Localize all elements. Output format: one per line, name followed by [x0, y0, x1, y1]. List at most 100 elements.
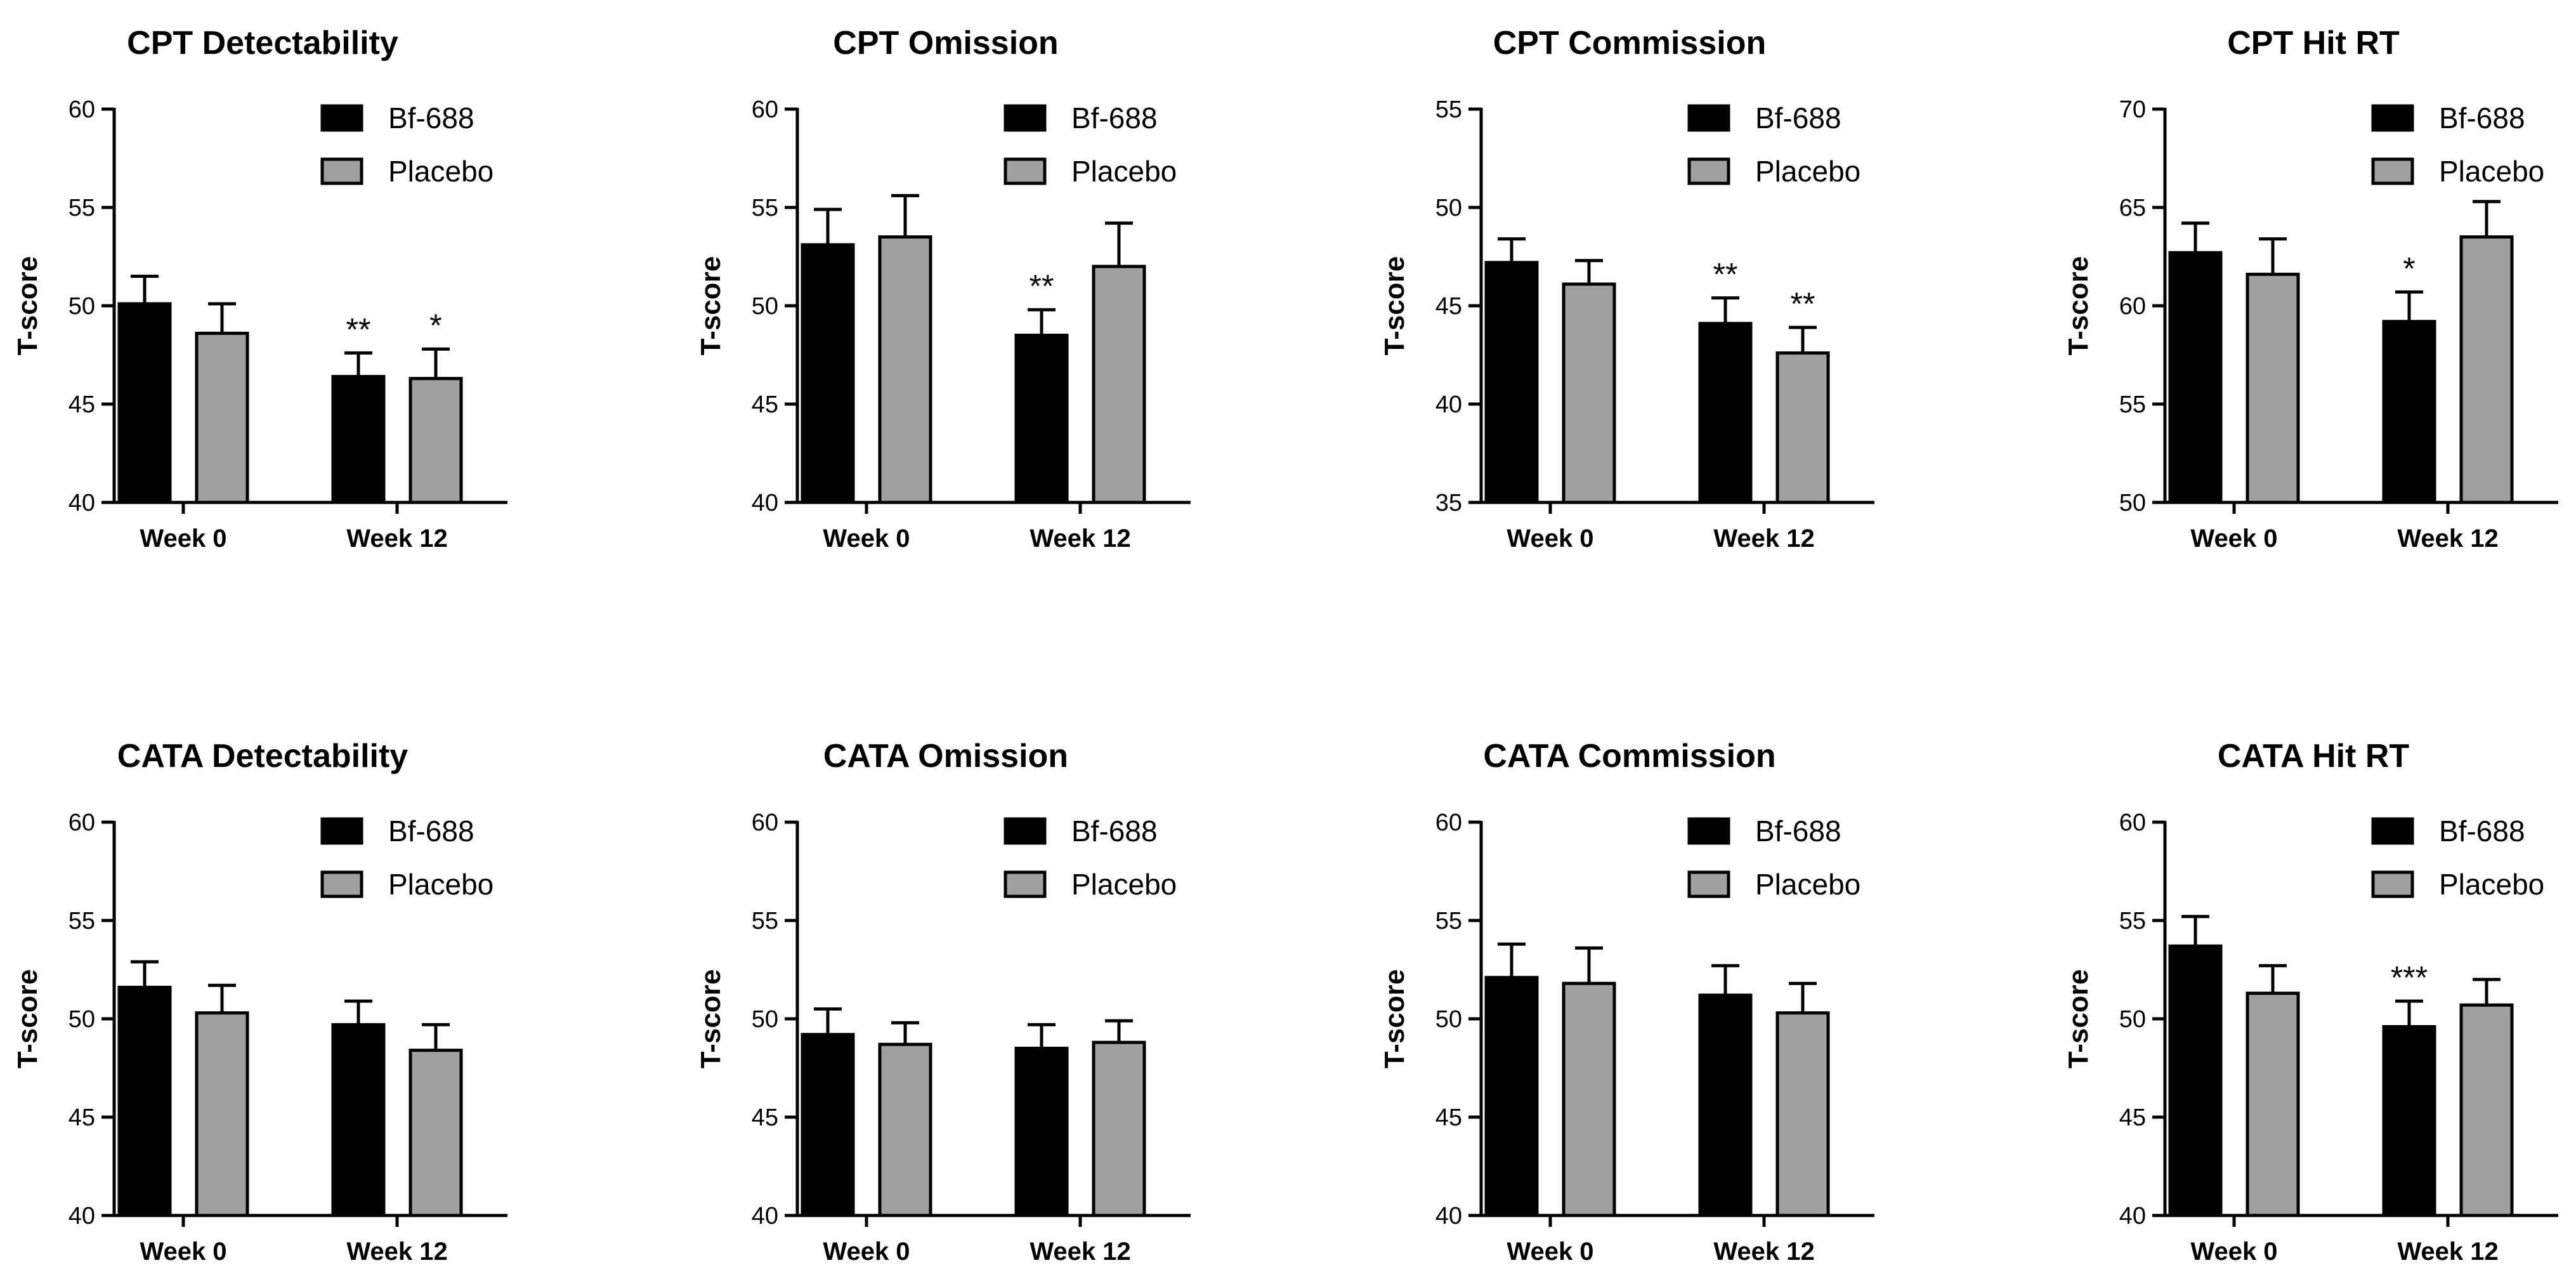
bar: [801, 243, 855, 504]
significance-label: **: [346, 311, 371, 347]
bar: [117, 302, 172, 504]
y-tick-label: 55: [752, 195, 778, 221]
x-tick-label: Week 0: [2190, 1238, 2277, 1266]
y-axis-label: T-score: [695, 969, 726, 1069]
y-tick-label: 55: [69, 195, 95, 221]
legend-label: Placebo: [2439, 868, 2544, 901]
bar: [1775, 351, 1830, 504]
legend-swatch: [1687, 870, 1730, 898]
y-tick-label: 60: [752, 809, 778, 836]
y-axis-label: T-score: [12, 256, 43, 356]
bar: [195, 1011, 249, 1217]
legend-label: Placebo: [1755, 868, 1860, 901]
y-tick-label: 50: [2119, 490, 2146, 516]
bar: [1014, 334, 1069, 504]
y-tick-label: 40: [752, 490, 778, 516]
y-tick-label: 35: [1435, 490, 1462, 516]
chart-title: CPT Omission: [833, 25, 1058, 62]
x-tick-label: Week 12: [2397, 1238, 2498, 1266]
y-tick-label: 45: [1435, 293, 1462, 320]
y-tick-label: 60: [69, 809, 95, 836]
y-tick-label: 60: [1435, 809, 1462, 836]
bar: [117, 985, 172, 1217]
legend-swatch: [320, 104, 363, 132]
bar: [1092, 265, 1146, 504]
legend-swatch: [2371, 817, 2414, 845]
bar: [2168, 251, 2223, 504]
bar: [801, 1033, 855, 1217]
bar: [1562, 981, 1616, 1217]
legend-label: Placebo: [1755, 155, 1860, 188]
x-tick-label: Week 12: [2397, 525, 2498, 553]
y-tick-label: 45: [69, 1104, 95, 1131]
y-axis-label: T-score: [1379, 256, 1410, 356]
bar: [2382, 320, 2436, 504]
y-tick-label: 40: [1435, 1203, 1462, 1229]
legend-swatch: [2371, 157, 2414, 185]
x-tick-label: Week 12: [346, 525, 447, 553]
chart-panel: CPT Omission T-score 40 45 50 55 60 Week 0 Week …: [695, 25, 1191, 553]
chart-title: CATA Detectability: [117, 738, 409, 775]
chart-panel: CATA Omission T-score 40 45 50 55 60 Week 0 Week…: [695, 738, 1191, 1266]
bar: [2168, 944, 2223, 1217]
y-tick-label: 65: [2119, 195, 2146, 221]
legend-label: Placebo: [2439, 155, 2544, 188]
x-tick-label: Week 12: [1030, 1238, 1130, 1266]
y-tick-label: 60: [69, 96, 95, 123]
significance-label: *: [429, 308, 441, 343]
chart-panel: CPT Detectability T-score 40 45 50 55 60 Week 0…: [12, 25, 507, 553]
legend-swatch: [1004, 157, 1047, 185]
bar: [2459, 235, 2514, 504]
y-tick-label: 45: [752, 391, 778, 418]
chart-title: CPT Hit RT: [2227, 25, 2400, 62]
x-tick-label: Week 12: [1713, 525, 1814, 553]
bar: [2246, 272, 2300, 504]
bar: [195, 331, 249, 504]
y-axis-label: T-score: [2063, 969, 2094, 1069]
legend-label: Bf-688: [1755, 102, 1841, 134]
legend-swatch: [320, 870, 363, 898]
y-tick-label: 40: [1435, 391, 1462, 418]
significance-label: **: [1030, 268, 1054, 304]
y-tick-label: 45: [752, 1104, 778, 1131]
legend-label: Bf-688: [388, 815, 474, 848]
x-tick-label: Week 0: [2190, 525, 2277, 553]
bar: [409, 1049, 463, 1217]
y-tick-label: 50: [1435, 195, 1462, 221]
y-tick-label: 55: [2119, 391, 2146, 418]
x-tick-label: Week 12: [346, 1238, 447, 1266]
legend-swatch: [320, 817, 363, 845]
y-axis-label: T-score: [12, 969, 43, 1069]
y-axis-label: T-score: [1379, 969, 1410, 1069]
legend-label: Placebo: [1071, 868, 1177, 901]
y-tick-label: 55: [1435, 908, 1462, 934]
significance-label: ***: [2391, 960, 2428, 995]
y-tick-label: 60: [2119, 809, 2146, 836]
legend-label: Bf-688: [2439, 102, 2525, 134]
y-tick-label: 40: [69, 1203, 95, 1229]
chart-title: CPT Commission: [1493, 25, 1767, 62]
bar: [2246, 992, 2300, 1217]
legend-swatch: [1687, 104, 1730, 132]
chart-title: CATA Commission: [1483, 738, 1775, 775]
y-tick-label: 50: [69, 1006, 95, 1033]
y-tick-label: 70: [2119, 96, 2146, 123]
legend-swatch: [1004, 817, 1047, 845]
legend-label: Bf-688: [2439, 815, 2525, 848]
significance-label: **: [1713, 257, 1738, 292]
bar: [331, 1023, 386, 1217]
y-tick-label: 55: [752, 908, 778, 934]
legend-label: Bf-688: [1071, 102, 1158, 134]
bar: [1562, 282, 1616, 504]
bar: [331, 375, 386, 504]
chart-panel: CATA Detectability T-score 40 45 50 55 60 Week …: [12, 738, 507, 1266]
legend-label: Bf-688: [1755, 815, 1841, 848]
y-tick-label: 60: [752, 96, 778, 123]
y-axis-label: T-score: [2063, 256, 2094, 356]
y-tick-label: 50: [752, 293, 778, 320]
bar: [1775, 1011, 1830, 1217]
y-tick-label: 50: [752, 1006, 778, 1033]
y-tick-label: 50: [2119, 1006, 2146, 1033]
x-tick-label: Week 0: [140, 1238, 226, 1266]
